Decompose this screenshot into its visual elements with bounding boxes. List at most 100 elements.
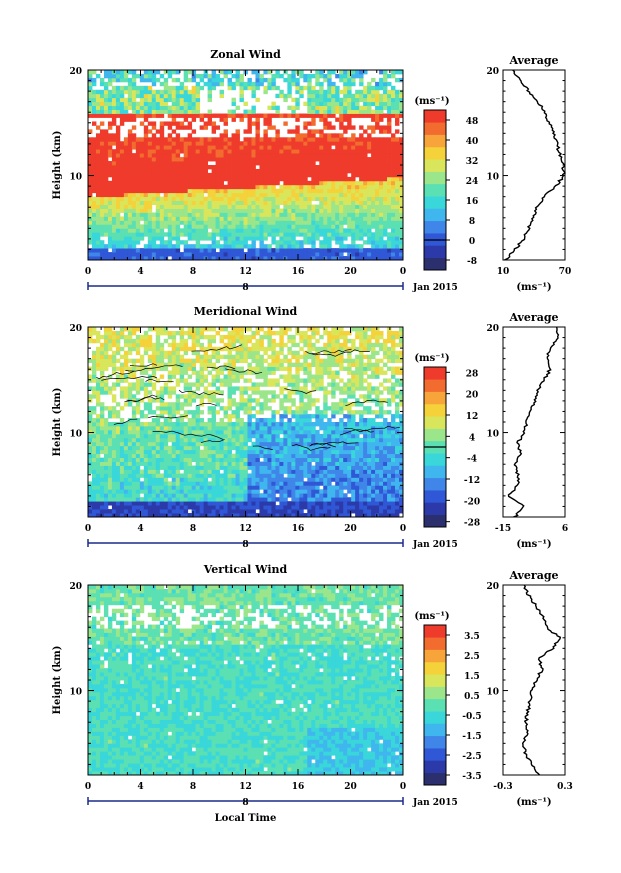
heatmap-cell [231,425,236,431]
heatmap-cell [88,497,93,502]
heatmap-cell [115,149,121,154]
heatmap-cell [235,327,240,332]
heatmap-cell [155,184,161,190]
heatmap-cell [111,113,117,118]
heatmap-cell [247,236,252,241]
heatmap-cell [163,161,169,166]
heatmap-cell [135,425,141,431]
heatmap-cell [147,425,153,431]
heatmap-cell [175,172,181,178]
heatmap-cell [311,180,316,186]
heatmap-cell [195,406,201,411]
heatmap-cell [187,89,193,95]
heatmap-cell [291,153,296,158]
heatmap-cell [347,208,352,213]
heatmap-cell [351,113,356,118]
heatmap-cell [247,176,252,182]
heatmap-cell [215,196,220,202]
heatmap-cell [123,149,129,154]
heatmap-cell [143,180,149,186]
heatmap-cell [147,113,153,118]
heatmap-cell [91,461,97,466]
heatmap-cell [199,437,205,443]
heatmap-cell [171,410,177,415]
heatmap-cell [191,366,197,371]
heatmap-cell [351,149,356,154]
heatmap-cell [127,113,133,118]
heatmap-cell [203,204,209,209]
heatmap-cell [235,425,240,431]
heatmap-cell [343,216,348,221]
heatmap-cell [235,188,240,194]
heatmap-cell [279,236,284,241]
heatmap-cell [183,505,189,510]
heatmap-cell [287,256,292,261]
heatmap-cell [183,256,189,261]
heatmap-cell [191,165,197,170]
heatmap-cell [371,101,376,107]
heatmap-cell [155,244,161,249]
heatmap-cell [199,342,205,348]
heatmap-cell [227,240,232,245]
heatmap-cell [183,153,189,158]
heatmap-cell [271,220,276,225]
heatmap-cell [179,200,185,205]
heatmap-cell [95,338,101,344]
heatmap-cell [111,386,117,391]
heatmap-cell [127,425,133,431]
heatmap-cell [219,433,224,439]
heatmap-cell [227,461,232,466]
heatmap-cell [143,414,149,419]
heatmap-cell [99,228,105,233]
colorbar-segment [424,134,446,148]
heatmap-cell [199,382,205,387]
heatmap-cell [183,196,189,202]
heatmap-cell [187,473,193,478]
heatmap-cell [95,378,101,383]
heatmap-cell [95,358,101,364]
heatmap-cell [235,445,240,451]
heatmap-cell [179,208,185,213]
heatmap-cell [111,501,117,506]
heatmap-cell [91,354,97,360]
heatmap-cell [379,240,384,245]
heatmap-cell [191,113,197,118]
heatmap-cell [179,216,185,221]
heatmap-cell [175,469,181,474]
heatmap-cell [283,172,288,178]
heatmap-cell [155,248,161,253]
heatmap-cell [207,208,213,213]
heatmap-cell [275,252,280,257]
heatmap-cell [227,208,232,213]
heatmap-cell [123,505,129,510]
heatmap-cell [371,141,376,146]
heatmap-cell [371,204,376,209]
heatmap-cell [139,457,145,462]
heatmap-cell [183,457,189,462]
heatmap-cell [171,445,177,451]
heatmap-cell [227,180,232,186]
heatmap-cell [211,493,216,498]
heatmap-cell [99,208,105,213]
heatmap-cell [179,232,185,237]
heatmap-cell [219,220,224,225]
heatmap-cell [147,168,153,174]
heatmap-cell [343,109,348,114]
heatmap-cell [255,236,260,241]
heatmap-cell [211,501,216,506]
heatmap-cell [267,85,272,91]
heatmap-cell [207,485,213,490]
heatmap-cell [223,70,228,75]
heatmap-cell [391,244,396,249]
heatmap-cell [155,161,161,166]
heatmap-cell [355,256,360,261]
heatmap-cell [323,105,328,110]
heatmap-cell [131,429,137,435]
heatmap-cell [187,141,193,146]
heatmap-cell [235,149,240,154]
heatmap-cell [103,342,109,348]
heatmap-cell [163,153,169,158]
heatmap-cell [119,77,125,83]
colorbar-segment [424,257,446,271]
heatmap-cell [99,172,105,178]
